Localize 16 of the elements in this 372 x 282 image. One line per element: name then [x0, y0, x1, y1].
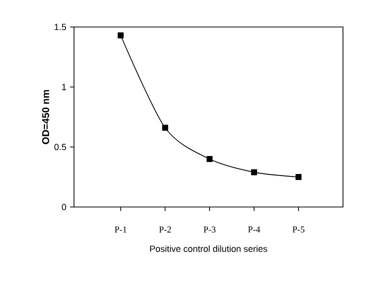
point — [206, 156, 213, 162]
point — [162, 124, 168, 131]
y-tick-label: 1.5 — [54, 24, 66, 30]
x-tick-label: P-3 — [204, 226, 216, 233]
point — [118, 32, 124, 38]
y-tick-label: 1 — [62, 84, 66, 90]
y-axis-title: OD=450 nm — [42, 90, 50, 144]
y-tick-label: 0 — [62, 204, 66, 210]
point — [296, 174, 302, 180]
point — [251, 169, 258, 176]
y-tick-label: 0.5 — [54, 144, 66, 150]
x-tick-label: P-4 — [248, 226, 260, 232]
x-tick-label: P-5 — [292, 226, 304, 232]
x-axis-title: Positive control dilution series — [150, 245, 268, 252]
x-tick-label: P-1 — [114, 226, 126, 232]
x-tick-label: P-2 — [159, 226, 171, 232]
